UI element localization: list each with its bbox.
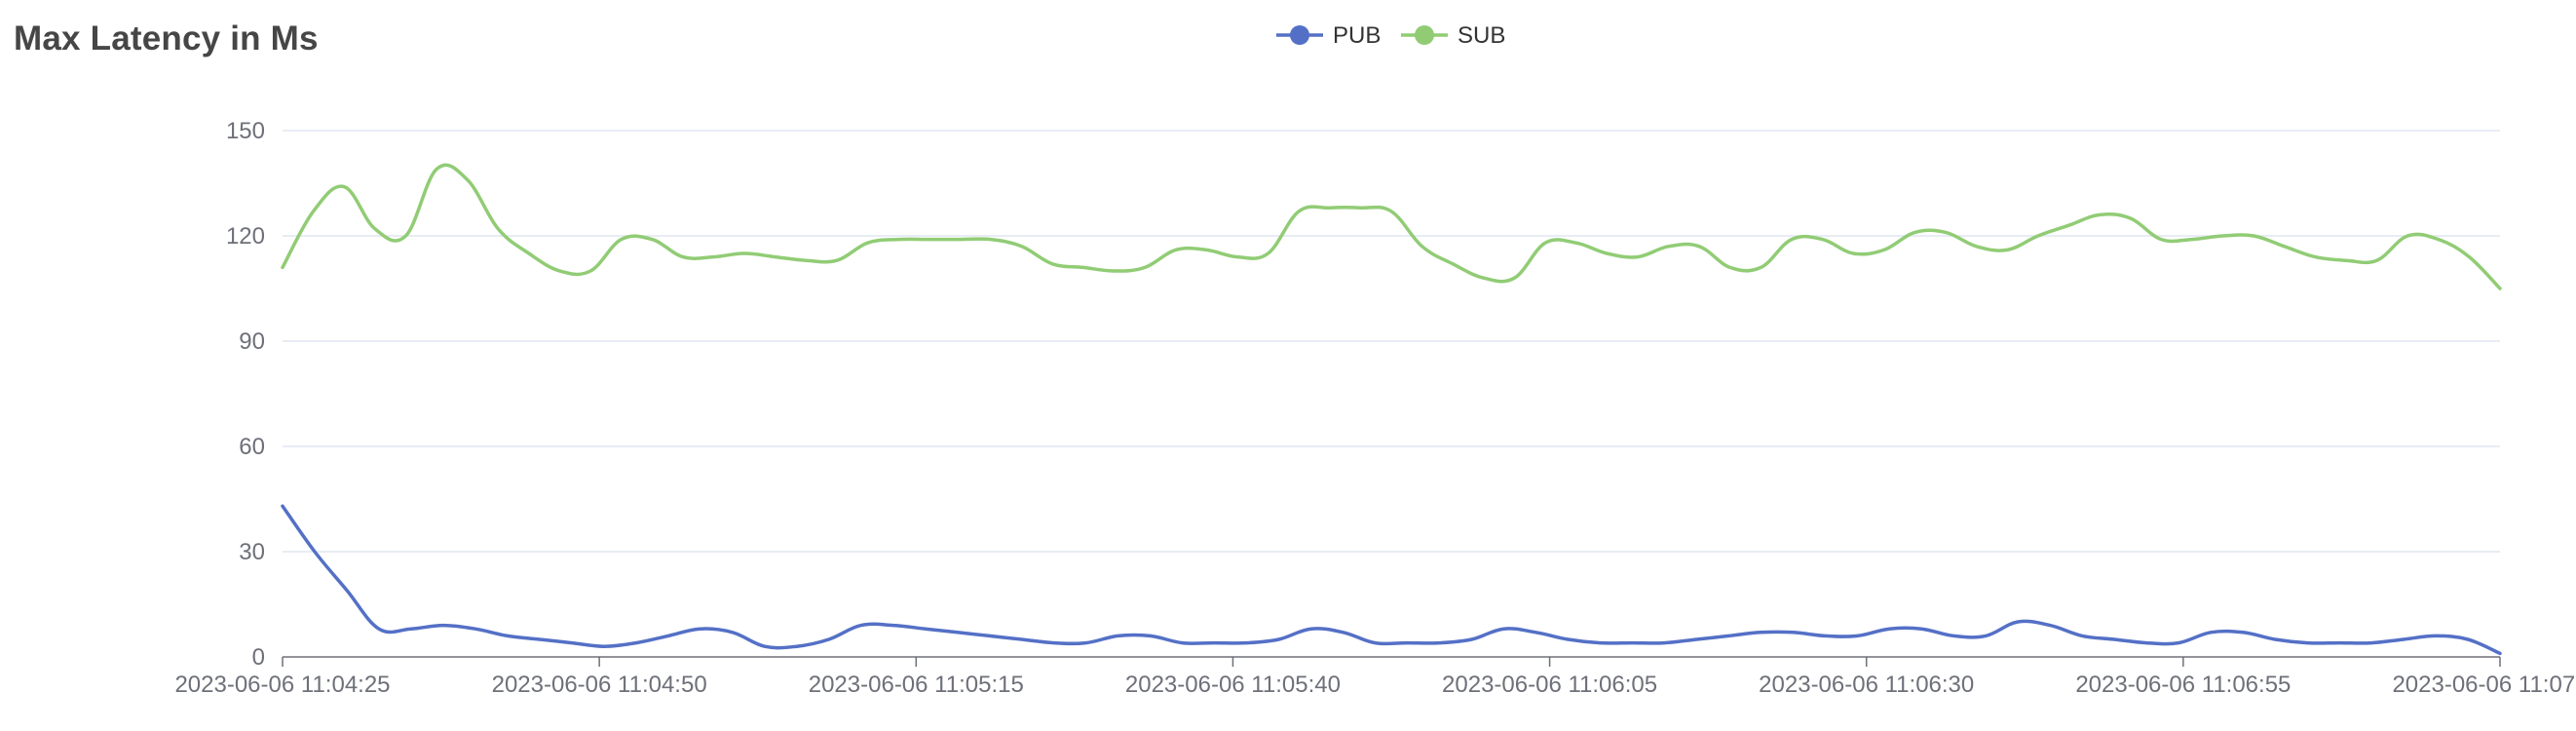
x-tick-label: 2023-06-06 11:05:15 — [809, 672, 1024, 698]
legend-marker-icon — [1415, 25, 1434, 45]
x-tick-label: 2023-06-06 11:05:40 — [1125, 672, 1341, 698]
y-tick-label: 150 — [226, 118, 265, 144]
series-line-sub[interactable] — [281, 163, 2502, 290]
legend-label: PUB — [1333, 22, 1381, 49]
axis-layer: 0 30 60 90 120 150 2023-06-06 11:04:25 2023-06-… — [174, 118, 2576, 698]
y-tick-label: 120 — [226, 223, 265, 250]
legend-item-pub[interactable]: PUB — [1276, 22, 1381, 49]
legend[interactable]: PUB SUB — [1276, 22, 1505, 49]
legend-item-sub[interactable]: SUB — [1401, 22, 1505, 49]
y-tick-label: 90 — [239, 328, 265, 355]
y-tick-label: 0 — [252, 644, 265, 671]
y-tick-label: 60 — [239, 434, 265, 460]
x-tick-label: 2023-06-06 11:06:30 — [1759, 672, 1974, 698]
series-layer — [281, 163, 2502, 656]
x-tick-label: 2023-06-06 11:04:25 — [174, 672, 390, 698]
legend-label: SUB — [1458, 22, 1505, 49]
grid-layer — [283, 130, 2500, 553]
chart-title: Max Latency in Ms — [14, 19, 319, 58]
x-tick-label: 2023-06-06 11:06:55 — [2075, 672, 2291, 698]
x-tick-label: 2023-06-06 11:04:50 — [492, 672, 707, 698]
legend-marker-icon — [1290, 25, 1309, 45]
x-tick-label: 2023-06-06 11:06:05 — [1442, 672, 1657, 698]
series-line-pub[interactable] — [281, 504, 2502, 656]
x-tick-label: 2023-06-06 11:07:20 — [2392, 672, 2576, 698]
y-tick-label: 30 — [239, 539, 265, 565]
